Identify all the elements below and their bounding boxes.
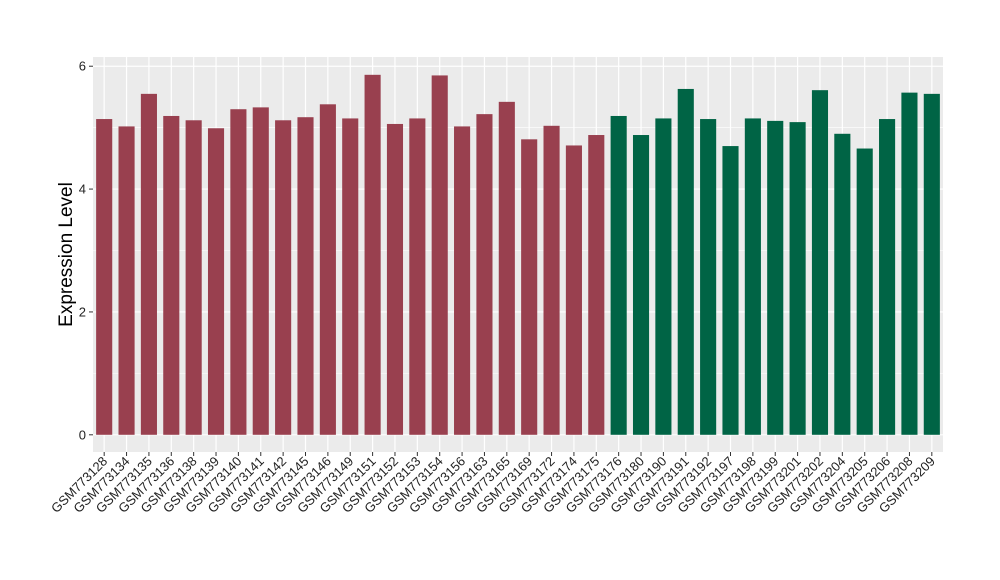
bar-GSM773149 (342, 118, 359, 435)
bar-GSM773206 (879, 119, 896, 435)
bar-GSM773140 (230, 109, 247, 435)
bar-GSM773128 (96, 119, 113, 435)
y-tick-label: 0 (79, 427, 86, 442)
bar-GSM773165 (498, 101, 515, 435)
bar-GSM773146 (319, 104, 336, 435)
bar-GSM773134 (118, 126, 135, 435)
bar-GSM773204 (834, 133, 851, 435)
bar-GSM773192 (700, 119, 717, 435)
bar-GSM773151 (364, 74, 381, 435)
bar-GSM773201 (789, 122, 806, 435)
bar-GSM773172 (543, 125, 560, 435)
bar-GSM773154 (431, 75, 448, 435)
bar-GSM773209 (923, 93, 940, 435)
bar-GSM773202 (811, 90, 829, 435)
bar-GSM773135 (140, 93, 157, 435)
bar-GSM773190 (655, 118, 672, 435)
bar-GSM773197 (722, 146, 739, 435)
bar-GSM773169 (521, 139, 538, 435)
y-tick-label: 2 (79, 304, 86, 319)
bar-GSM773163 (476, 114, 493, 435)
bar-GSM773205 (856, 148, 873, 435)
bar-GSM773138 (185, 120, 202, 435)
y-tick-label: 6 (79, 59, 86, 74)
bar-GSM773208 (901, 92, 918, 435)
bar-GSM773174 (565, 145, 582, 435)
y-axis-title: Expression Level (56, 182, 77, 327)
bar-GSM773153 (409, 118, 426, 435)
bar-GSM773156 (454, 126, 471, 435)
bar-GSM773176 (610, 115, 627, 435)
bar-GSM773199 (767, 120, 784, 435)
x-axis: GSM773128GSM773134GSM773135GSM773136GSM7… (48, 452, 938, 516)
bar-GSM773136 (163, 115, 180, 435)
bar-GSM773139 (207, 128, 225, 435)
bars (96, 74, 940, 435)
y-axis: 0 2 4 6 (79, 59, 93, 442)
bar-GSM773198 (744, 118, 761, 435)
bar-GSM773142 (275, 120, 292, 435)
y-tick-label: 4 (79, 182, 86, 197)
bar-GSM773145 (297, 117, 314, 435)
bar-GSM773180 (632, 135, 650, 435)
bar-GSM773152 (386, 123, 404, 435)
bar-GSM773175 (588, 135, 605, 435)
bar-GSM773141 (252, 107, 269, 435)
bar-GSM773191 (677, 88, 694, 435)
